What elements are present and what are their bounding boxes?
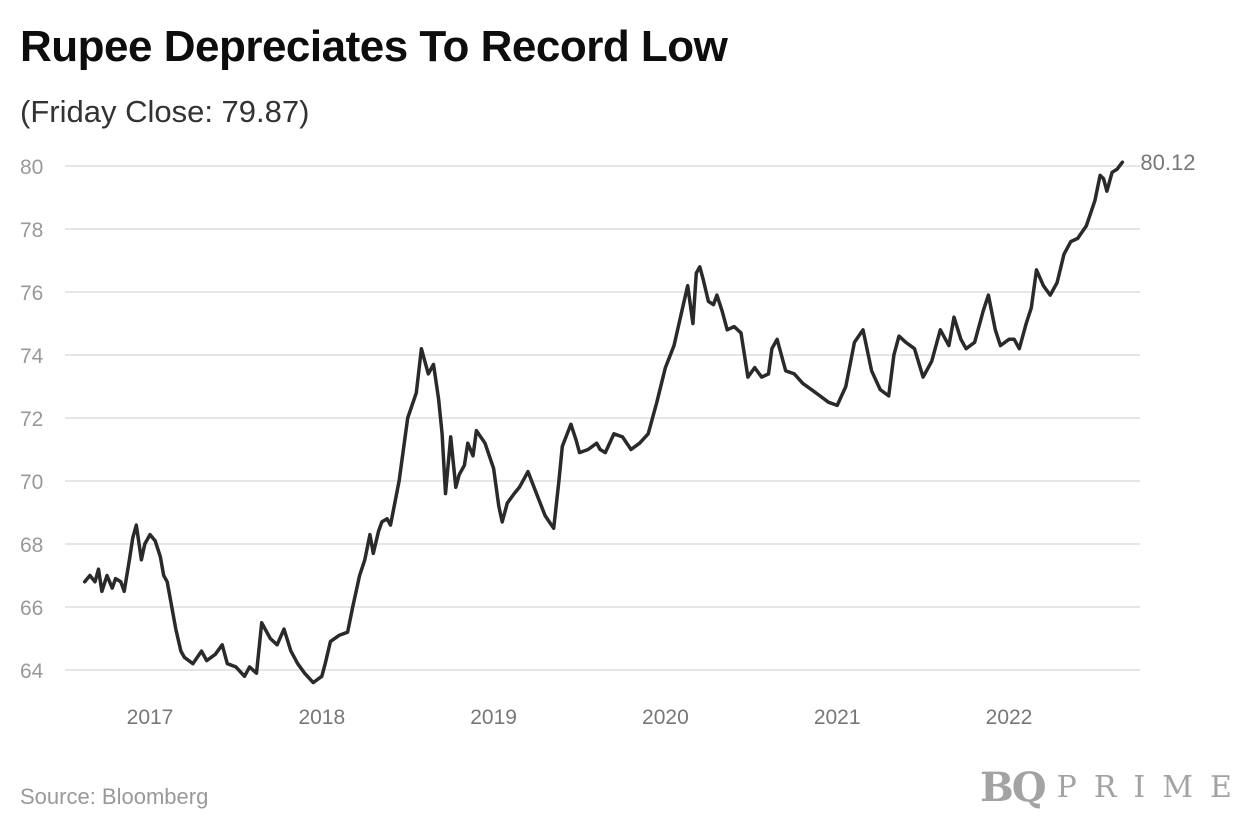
x-tick-label: 2018	[298, 706, 345, 729]
y-tick-label: 70	[20, 471, 43, 494]
y-tick-label: 64	[20, 660, 44, 683]
source-note: Source: Bloomberg	[20, 784, 209, 809]
y-tick-label: 80	[20, 156, 43, 179]
x-tick-label: 2021	[814, 706, 861, 729]
chart-title: Rupee Depreciates To Record Low	[20, 22, 728, 71]
usdinr-series-line	[82, 160, 1125, 685]
y-tick-label: 66	[20, 597, 43, 620]
logo-bq-mark: BQ	[980, 763, 1047, 811]
logo-prime-wordmark: PRIME	[1056, 769, 1240, 805]
x-tick-label: 2020	[642, 706, 689, 729]
bq-prime-logo: BQ PRIME	[980, 762, 1240, 812]
x-tick-label: 2019	[470, 706, 517, 729]
x-tick-label: 2022	[986, 706, 1033, 729]
x-axis-tick-labels: 2017 2018 2019 2020 2021 2022	[127, 706, 1033, 729]
y-tick-label: 78	[20, 219, 43, 242]
y-axis-tick-labels: 64 66 68 70 72 74 76 78 80	[20, 156, 44, 683]
y-tick-label: 72	[20, 408, 43, 431]
x-tick-label: 2017	[127, 706, 174, 729]
last-value-label: 80.12	[1140, 150, 1195, 175]
y-tick-label: 74	[20, 345, 44, 368]
y-tick-label: 76	[20, 282, 43, 305]
grid-layer	[65, 165, 1140, 671]
y-tick-label: 68	[20, 534, 43, 557]
chart-subtitle: (Friday Close: 79.87)	[20, 94, 310, 129]
